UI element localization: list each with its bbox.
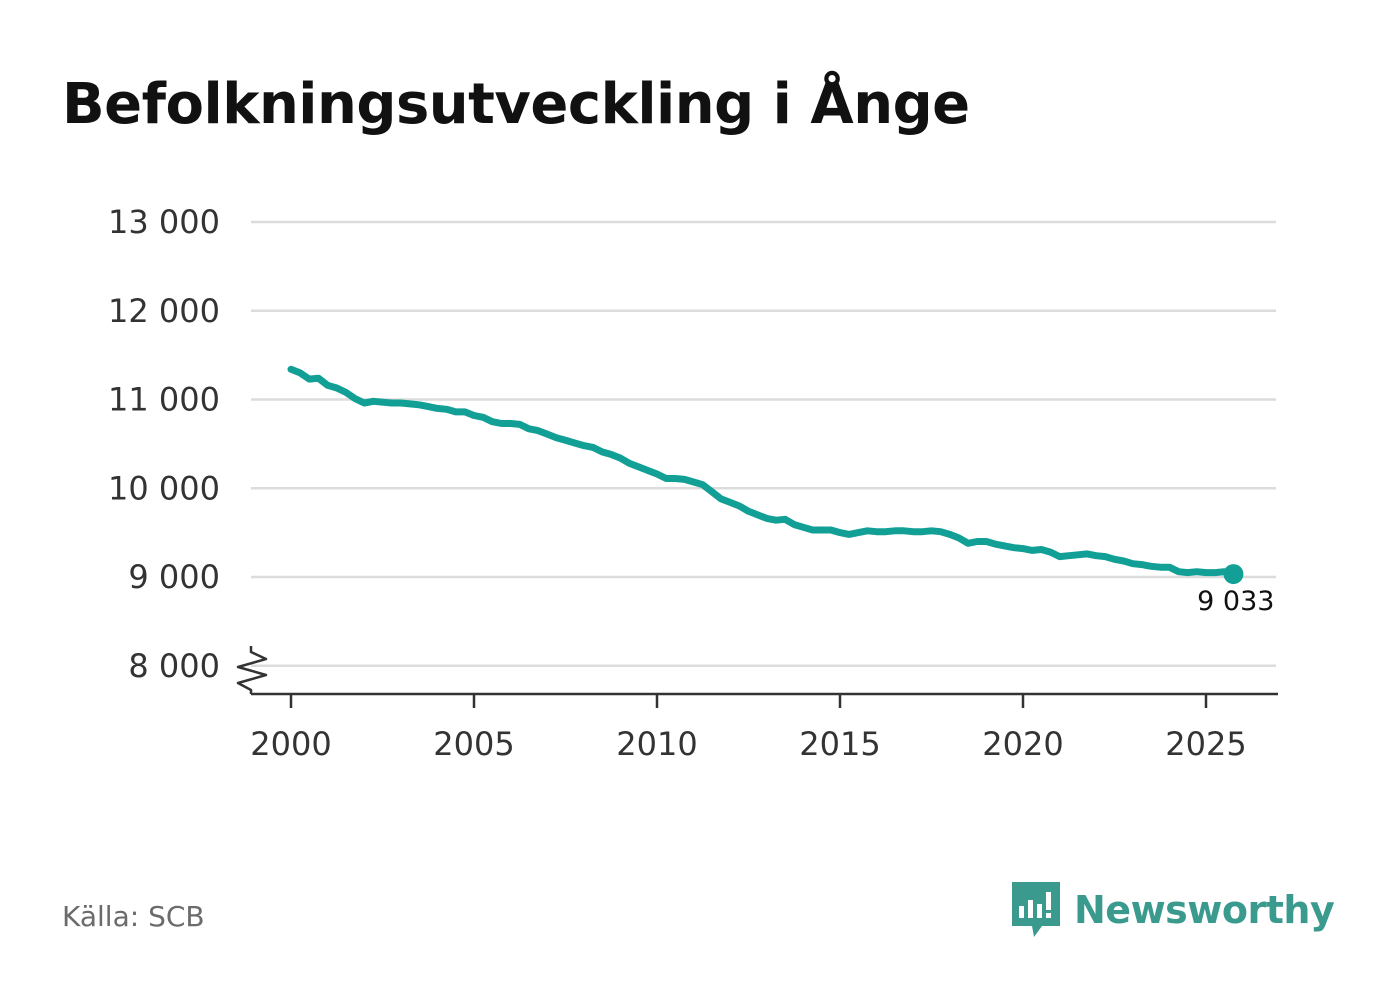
x-axis-ticks: 2000 2005 2010 2015 2020 2025	[250, 694, 1247, 763]
brand-name: Newsworthy	[1074, 888, 1335, 932]
x-tick-label: 2005	[433, 725, 514, 763]
population-line	[287, 365, 1237, 578]
x-tick-label: 2015	[799, 725, 880, 763]
bar-chart-speech-bubble-icon	[1012, 882, 1060, 937]
x-axis	[236, 646, 1278, 696]
source-note: Källa: SCB	[62, 900, 205, 933]
series	[287, 365, 1244, 585]
last-point-marker	[1223, 564, 1244, 585]
y-tick-label: 10 000	[108, 469, 220, 507]
y-tick-label: 12 000	[108, 292, 220, 330]
chart-title: Befolkningsutveckling i Ånge	[62, 72, 970, 137]
x-tick-label: 2010	[616, 725, 697, 763]
x-tick-label: 2020	[982, 725, 1063, 763]
y-tick-label: 9 000	[128, 558, 220, 596]
y-axis-ticks: 13 000 12 000 11 000 10 000 9 000 8 000	[108, 203, 220, 685]
data-labels: 9 033	[1197, 586, 1274, 617]
gridlines	[251, 220, 1276, 667]
brand-logo: Newsworthy	[1010, 880, 1335, 940]
last-point-label: 9 033	[1197, 586, 1274, 617]
y-tick-label: 11 000	[108, 381, 220, 419]
axis-break-icon	[236, 646, 268, 694]
y-tick-label: 13 000	[108, 203, 220, 241]
x-tick-label: 2000	[250, 725, 331, 763]
x-tick-label: 2025	[1165, 725, 1246, 763]
y-tick-label: 8 000	[128, 647, 220, 685]
